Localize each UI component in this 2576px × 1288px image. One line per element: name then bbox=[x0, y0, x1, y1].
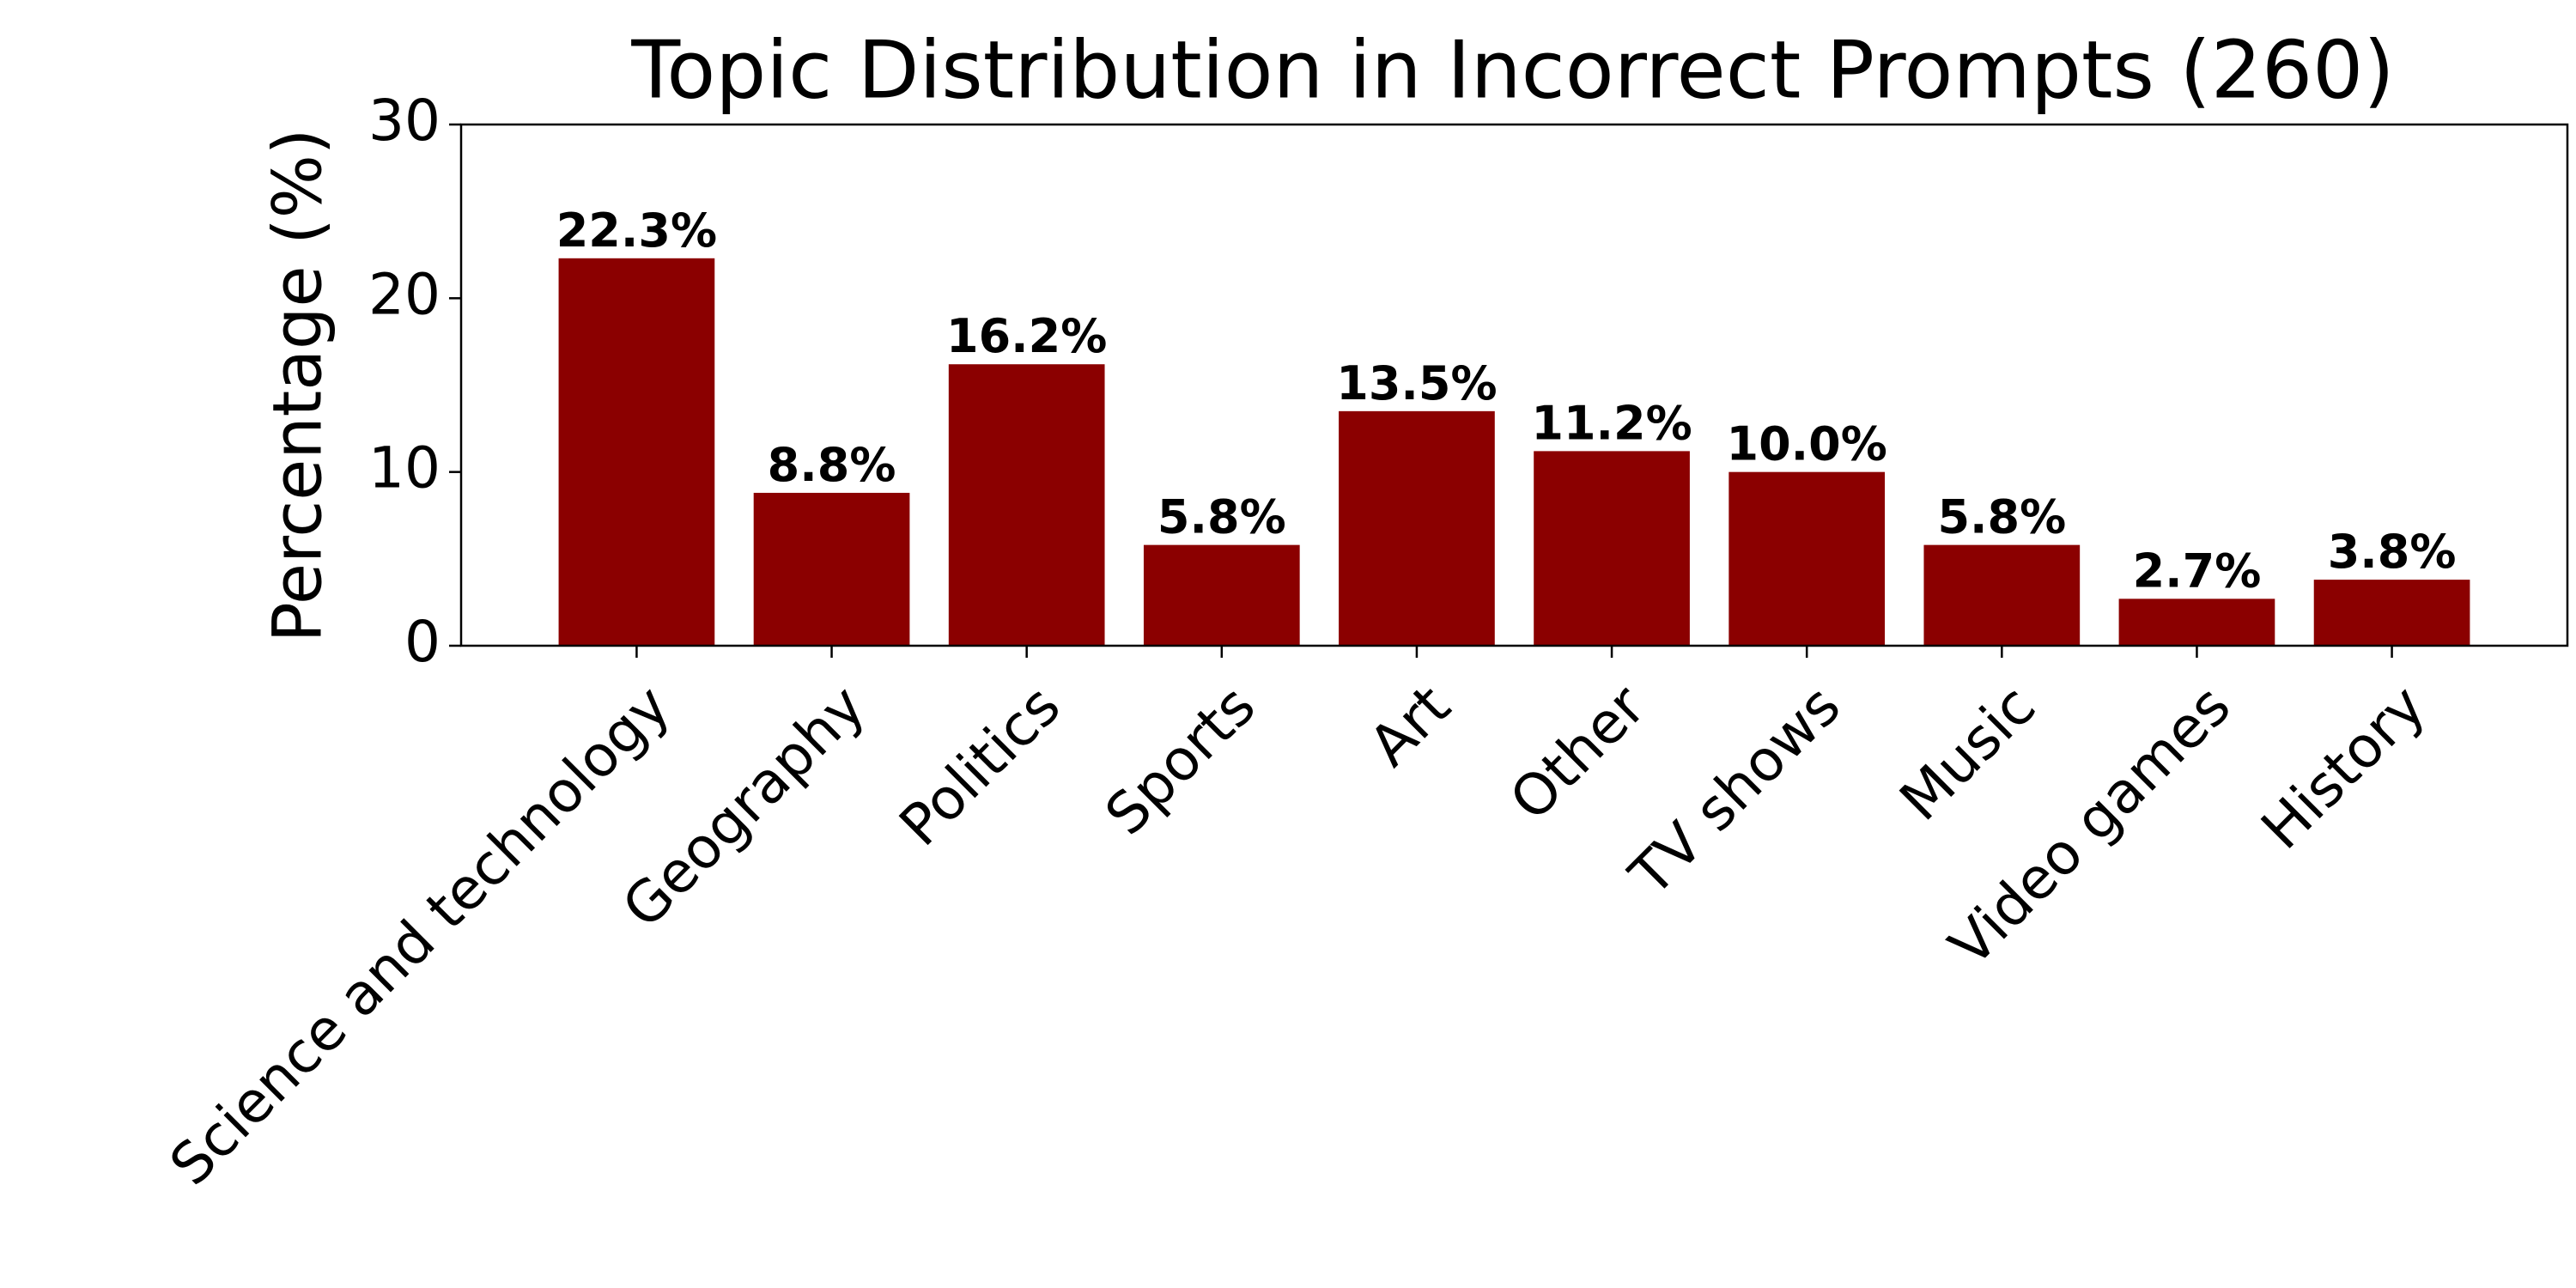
bar bbox=[753, 492, 910, 646]
value-label: 3.8% bbox=[2328, 525, 2457, 579]
bar bbox=[2118, 598, 2275, 646]
bar bbox=[1143, 544, 1300, 646]
value-label: 8.8% bbox=[768, 438, 896, 492]
value-label: 22.3% bbox=[556, 204, 717, 258]
x-tick-label: Politics bbox=[887, 672, 1073, 859]
value-label: 5.8% bbox=[1157, 490, 1286, 544]
value-label: 11.2% bbox=[1531, 396, 1692, 450]
bar bbox=[1339, 410, 1495, 646]
x-tick-label: Sports bbox=[1093, 672, 1268, 848]
value-label: 16.2% bbox=[946, 309, 1107, 363]
value-label: 2.7% bbox=[2133, 544, 2262, 598]
value-label: 13.5% bbox=[1336, 356, 1497, 410]
chart-title: Topic Distribution in Incorrect Prompts … bbox=[630, 23, 2394, 116]
y-tick-label: 20 bbox=[368, 261, 440, 327]
value-label: 10.0% bbox=[1727, 417, 1887, 471]
bar bbox=[1923, 544, 2081, 646]
bar bbox=[558, 258, 715, 646]
x-tick-label: Art bbox=[1357, 672, 1463, 779]
bar bbox=[948, 364, 1105, 646]
x-tick-label: TV shows bbox=[1617, 672, 1853, 908]
y-tick-label: 0 bbox=[404, 609, 440, 675]
bar bbox=[1728, 471, 1886, 646]
plot-frame bbox=[459, 123, 2569, 647]
value-label: 5.8% bbox=[1937, 490, 2066, 544]
x-tick-label: History bbox=[2249, 672, 2438, 861]
bar bbox=[2313, 580, 2470, 646]
x-tick-label: Science and technology bbox=[157, 672, 683, 1198]
y-axis-label: Percentage (%) bbox=[259, 129, 337, 643]
y-tick-label: 30 bbox=[368, 88, 440, 154]
bar bbox=[1534, 451, 1690, 646]
x-tick-label: Music bbox=[1887, 672, 2048, 833]
y-tick-label: 10 bbox=[368, 435, 440, 501]
x-tick-label: Other bbox=[1498, 672, 1659, 834]
